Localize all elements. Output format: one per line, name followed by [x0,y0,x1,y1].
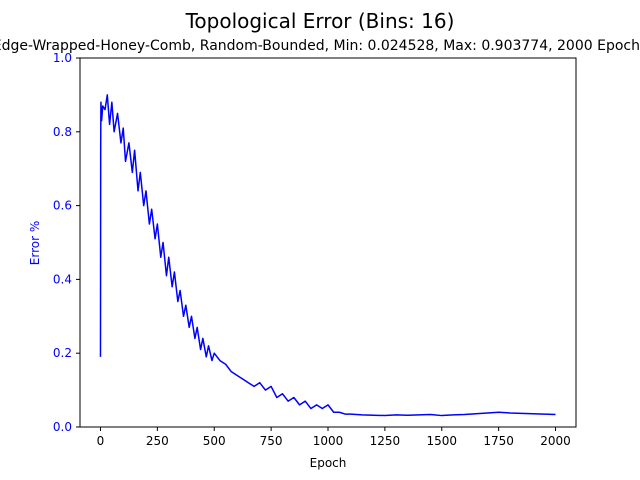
x-tick-label: 1000 [313,434,344,448]
x-tick-label: 750 [260,434,283,448]
x-tick-label: 1250 [370,434,401,448]
x-tick-label: 1750 [483,434,514,448]
plot-area: 0 250 500 750 1000 1250 1500 1750 2000 0.0 0.2 0.4 0… [53,51,577,448]
x-tick-label: 250 [146,434,169,448]
y-tick-label: 1.0 [53,51,72,65]
axes-frame [79,57,577,428]
chart-subtitle: Edge-Wrapped-Honey-Comb, Random-Bounded,… [0,38,640,54]
y-axis-label: Error % [28,221,42,265]
chart-title: Topological Error (Bins: 16) [185,9,455,33]
y-tick-label: 0.4 [53,272,72,286]
x-tick-label: 0 [97,434,105,448]
x-axis-label: Epoch [310,456,347,470]
y-tick-label: 0.6 [53,199,72,213]
x-tick-label: 500 [203,434,226,448]
x-tick-label: 2000 [540,434,571,448]
y-tick-label: 0.8 [53,125,72,139]
series-line-0 [99,94,556,417]
y-tick-label: 0.0 [53,420,72,434]
y-tick-label: 0.2 [53,346,72,360]
x-tick-label: 1500 [426,434,457,448]
